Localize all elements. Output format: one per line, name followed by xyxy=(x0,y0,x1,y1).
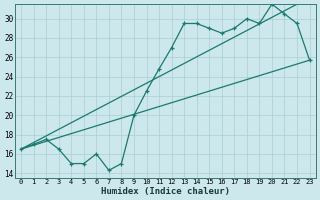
X-axis label: Humidex (Indice chaleur): Humidex (Indice chaleur) xyxy=(101,187,230,196)
